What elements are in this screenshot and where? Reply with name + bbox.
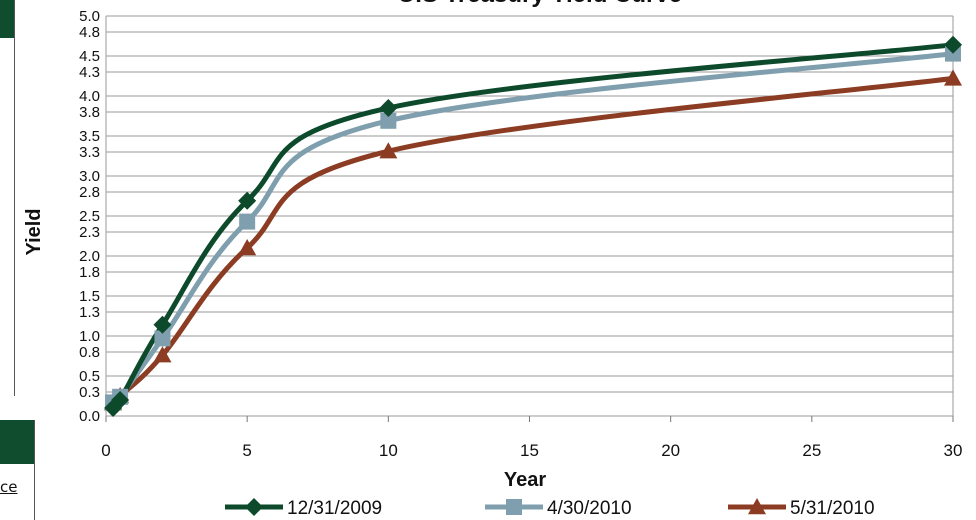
x-tick-label: 20 [661, 441, 680, 460]
legend-label: 4/30/2010 [547, 498, 632, 519]
legend-swatch-marker [748, 498, 766, 515]
y-tick-label: 4.8 [79, 24, 100, 41]
data-point [238, 239, 257, 256]
x-tick-label: 30 [944, 441, 963, 460]
series-line [110, 42, 956, 412]
y-axis-label: Yield [23, 208, 45, 255]
side-panel-border [0, 0, 15, 396]
y-tick-label: 1.0 [79, 328, 100, 345]
legend-label: 5/31/2010 [790, 498, 875, 519]
y-tick-label: 2.0 [79, 248, 100, 265]
series-line [110, 51, 956, 407]
y-tick-label: 3.5 [79, 128, 100, 145]
y-tick-label: 3.8 [79, 104, 100, 121]
y-tick-label: 2.8 [79, 184, 100, 201]
data-point [238, 191, 257, 210]
y-tick-label: 4.0 [79, 88, 100, 105]
series-line [110, 75, 956, 406]
x-tick-label: 15 [520, 441, 539, 460]
y-tick-label: 0.8 [79, 344, 100, 361]
data-point [944, 69, 962, 86]
y-tick-label: 3.3 [79, 144, 100, 161]
y-tick-label: 1.3 [79, 304, 100, 321]
y-tick-label: 2.5 [79, 208, 100, 225]
x-tick-label: 10 [379, 441, 398, 460]
x-axis-label: Year [504, 469, 546, 491]
y-tick-label: 1.8 [79, 264, 100, 281]
data-point [111, 391, 130, 409]
data-point [239, 213, 256, 230]
data-point [153, 315, 172, 334]
y-tick-label: 4.3 [79, 64, 100, 81]
y-tick-label: 0.5 [79, 368, 100, 385]
data-point [944, 35, 962, 54]
legend-swatch-marker [506, 499, 522, 515]
y-tick-label: 2.3 [79, 224, 100, 241]
legend-label: 12/31/2009 [287, 498, 382, 519]
data-point [380, 112, 397, 129]
y-tick-label: 1.5 [79, 288, 100, 305]
side-panel-tab [0, 0, 14, 38]
x-tick-label: 0 [101, 441, 110, 460]
y-tick-label: 0.0 [79, 408, 100, 425]
y-tick-label: 4.5 [79, 48, 100, 65]
chart-title: U.S Treasury Yield Curve [398, 0, 682, 8]
data-point [379, 99, 398, 117]
data-point [154, 330, 171, 347]
side-panel-header [0, 420, 34, 464]
side-panel-link[interactable]: ce [0, 478, 18, 496]
x-tick-label: 25 [802, 441, 821, 460]
side-panel-divider [34, 420, 35, 520]
y-tick-label: 0.3 [79, 384, 100, 401]
data-point [379, 142, 398, 159]
x-tick-label: 5 [242, 441, 251, 460]
legend-swatch-marker [245, 498, 263, 516]
data-point [153, 346, 172, 363]
y-tick-label: 5.0 [79, 8, 100, 25]
y-tick-label: 3.0 [79, 168, 100, 185]
